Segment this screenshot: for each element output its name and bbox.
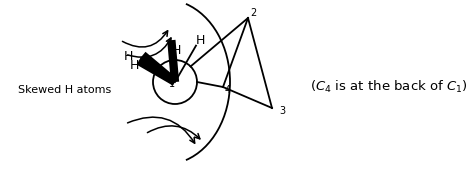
Text: 1: 1: [169, 79, 175, 89]
FancyArrowPatch shape: [128, 117, 195, 143]
FancyArrowPatch shape: [122, 31, 168, 47]
Text: Skewed H atoms: Skewed H atoms: [18, 85, 111, 95]
Text: 4: 4: [225, 85, 231, 95]
FancyArrowPatch shape: [147, 126, 200, 139]
FancyArrowPatch shape: [128, 38, 171, 57]
Text: $(C_4\ \mathrm{is\ at\ the\ back\ of}\ C_1)$: $(C_4\ \mathrm{is\ at\ the\ back\ of}\ C…: [310, 79, 468, 95]
Text: H: H: [172, 44, 181, 57]
Text: 3: 3: [279, 106, 285, 116]
Text: H: H: [130, 58, 139, 72]
Text: H: H: [195, 34, 205, 47]
Text: H: H: [124, 51, 133, 63]
Text: 2: 2: [250, 8, 256, 18]
